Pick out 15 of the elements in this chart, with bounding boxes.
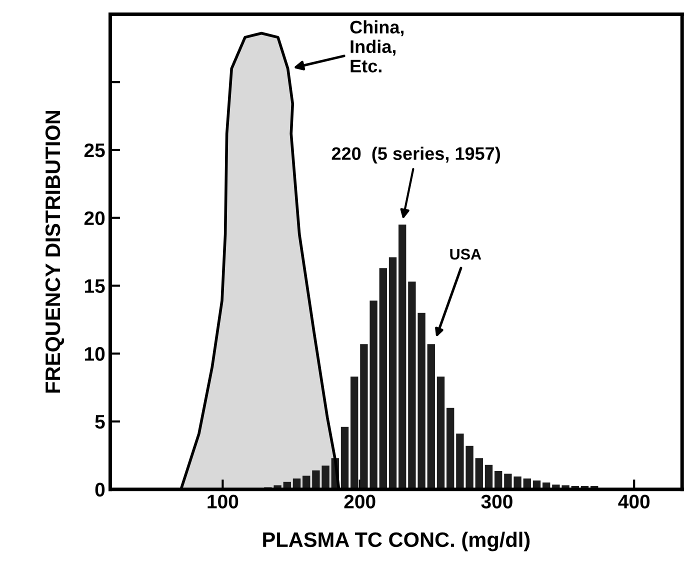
x-axis-title: PLASMA TC CONC. (mg/dl) bbox=[263, 532, 530, 552]
y-tick-label: 5 bbox=[95, 415, 105, 429]
x-tick-label: 100 bbox=[208, 494, 238, 508]
x-tick-label: 300 bbox=[481, 494, 512, 509]
text: China, India, Etc. bbox=[350, 20, 404, 72]
y-tick-label: 15 bbox=[84, 279, 105, 293]
y-tick-label: 10 bbox=[84, 347, 105, 361]
x-tick-label: 400 bbox=[618, 494, 650, 508]
y-tick-label: 20 bbox=[84, 211, 105, 226]
y-tick-label: 25 bbox=[84, 143, 105, 158]
y-tick-label: 0 bbox=[95, 482, 105, 497]
y-axis-title: FREQUENCY DISTRIBUTION bbox=[45, 111, 64, 393]
x-tick-label: 200 bbox=[344, 494, 376, 508]
annotation: 220 (5 series, 1957) bbox=[332, 146, 500, 164]
text: USA bbox=[450, 248, 482, 260]
